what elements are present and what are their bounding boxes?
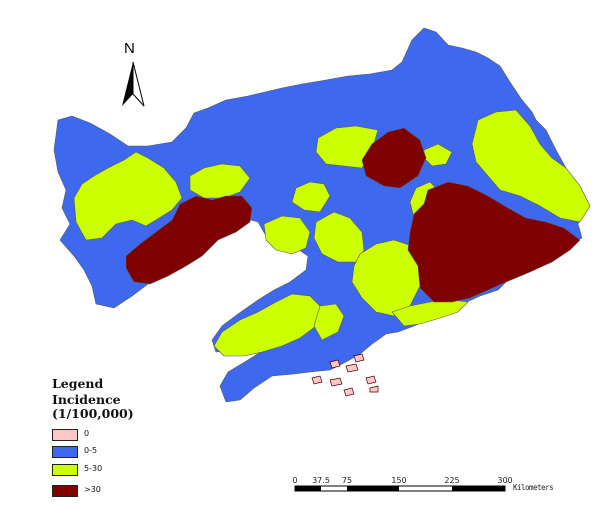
- scale-bar: [294, 485, 506, 492]
- map-region: [291, 181, 331, 213]
- scale-tick-label: 0: [292, 476, 298, 485]
- scale-tick-label: 150: [391, 476, 407, 485]
- legend-swatch: [52, 446, 78, 458]
- scale-tick-label: 37.5: [312, 476, 330, 485]
- legend-swatch: [52, 464, 78, 476]
- north-arrow-icon: [122, 61, 145, 107]
- map-region: [125, 195, 253, 285]
- legend-subtitle-line2: (1/100,000): [52, 406, 134, 421]
- island-region: [343, 387, 355, 397]
- scale-tick-label: 300: [497, 476, 513, 485]
- island-region: [369, 385, 379, 393]
- legend-title: Legend: [52, 376, 104, 391]
- map-region: [73, 151, 183, 241]
- legend-swatch: [52, 485, 78, 497]
- map-region: [361, 127, 427, 189]
- island-region: [311, 375, 323, 385]
- map-region: [391, 299, 469, 327]
- legend-label: >30: [84, 485, 101, 494]
- legend-label: 5-30: [84, 464, 103, 473]
- legend-subtitle-line1: Incidence: [52, 392, 121, 407]
- scale-tick-label: 75: [341, 476, 353, 485]
- scale-tick-label: 225: [444, 476, 460, 485]
- scale-unit: Kilometers: [513, 483, 554, 492]
- map-region: [263, 215, 311, 255]
- map-region: [407, 181, 581, 303]
- island-region: [365, 375, 377, 385]
- legend-label: 0: [84, 429, 90, 438]
- map-region: [189, 163, 251, 199]
- island-region: [353, 353, 365, 363]
- map-region: [213, 293, 323, 357]
- island-region: [345, 363, 359, 373]
- north-label: N: [124, 40, 135, 57]
- legend-label: 0-5: [84, 446, 98, 455]
- legend-swatch: [52, 429, 78, 441]
- island-region: [329, 359, 341, 369]
- map-region: [313, 303, 345, 341]
- island-region: [329, 377, 343, 387]
- map-region: [471, 109, 591, 223]
